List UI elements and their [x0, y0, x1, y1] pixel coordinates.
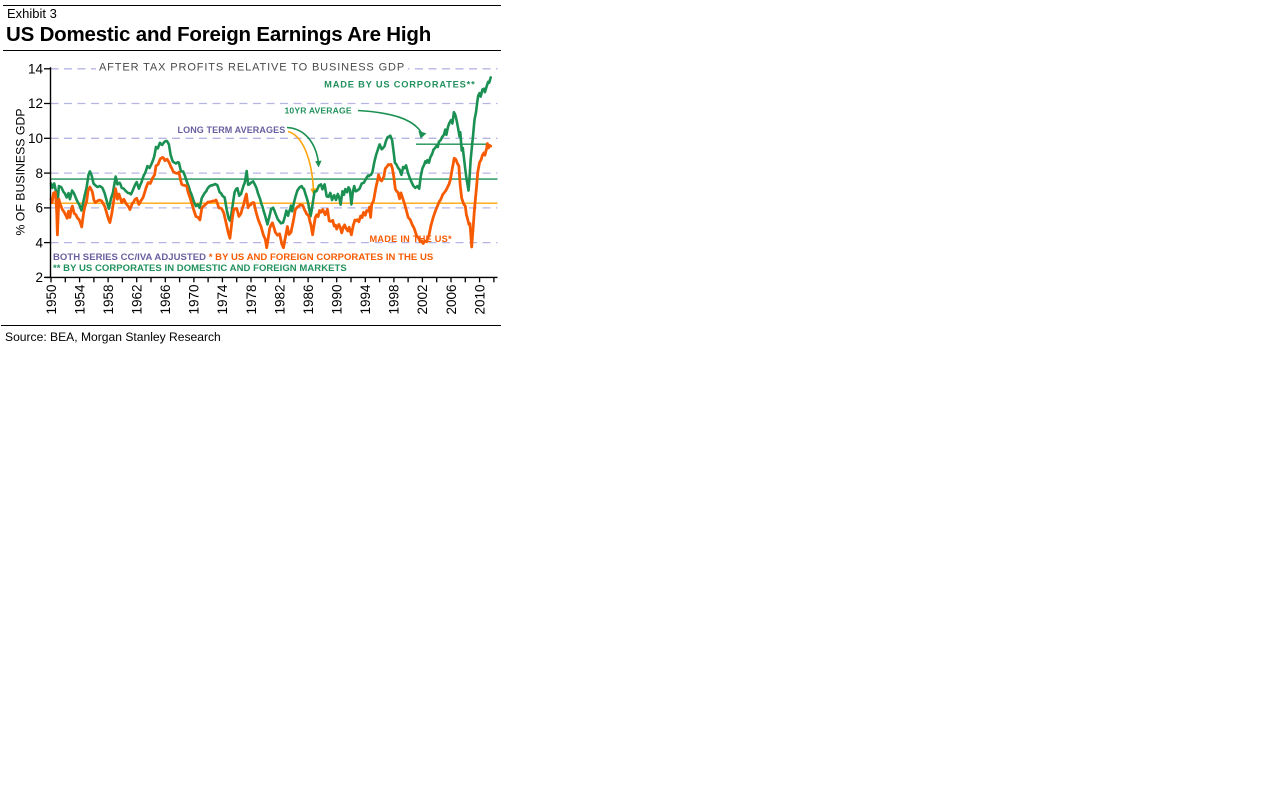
svg-text:1978: 1978 [244, 285, 259, 315]
svg-text:1966: 1966 [158, 285, 173, 315]
svg-text:1990: 1990 [330, 285, 345, 315]
svg-text:MADE BY US CORPORATES**: MADE BY US CORPORATES** [324, 80, 475, 90]
svg-text:1986: 1986 [301, 285, 316, 315]
svg-text:14: 14 [28, 62, 44, 77]
svg-text:2010: 2010 [472, 285, 487, 315]
svg-text:10: 10 [28, 131, 43, 146]
svg-text:1958: 1958 [101, 285, 116, 315]
svg-text:** BY US CORPORATES IN DOMESTI: ** BY US CORPORATES IN DOMESTIC AND FORE… [53, 263, 347, 274]
svg-text:8: 8 [35, 166, 43, 181]
svg-text:1974: 1974 [215, 284, 230, 315]
svg-text:6: 6 [35, 201, 43, 216]
svg-text:BOTH SERIES CC/IVA ADJUSTED *: BOTH SERIES CC/IVA ADJUSTED * BY US AND … [53, 252, 433, 263]
svg-text:2: 2 [35, 270, 43, 285]
svg-text:1962: 1962 [130, 285, 145, 315]
svg-text:1970: 1970 [187, 285, 202, 315]
svg-text:AFTER TAX PROFITS RELATIVE TO: AFTER TAX PROFITS RELATIVE TO BUSINESS G… [99, 61, 405, 73]
svg-text:1982: 1982 [272, 285, 287, 315]
svg-text:12: 12 [28, 96, 43, 111]
svg-text:10YR AVERAGE: 10YR AVERAGE [285, 105, 352, 115]
svg-text:1954: 1954 [72, 284, 87, 315]
svg-text:1998: 1998 [387, 285, 402, 315]
svg-text:2002: 2002 [415, 285, 430, 315]
svg-text:MADE IN THE US*: MADE IN THE US* [370, 234, 453, 244]
svg-text:4: 4 [35, 235, 43, 250]
svg-text:1950: 1950 [44, 285, 59, 315]
svg-text:% OF BUSINESS GDP: % OF BUSINESS GDP [13, 108, 27, 235]
svg-text:2006: 2006 [444, 285, 459, 315]
svg-text:LONG TERM AVERAGES: LONG TERM AVERAGES [178, 125, 286, 135]
svg-text:1994: 1994 [358, 284, 373, 315]
